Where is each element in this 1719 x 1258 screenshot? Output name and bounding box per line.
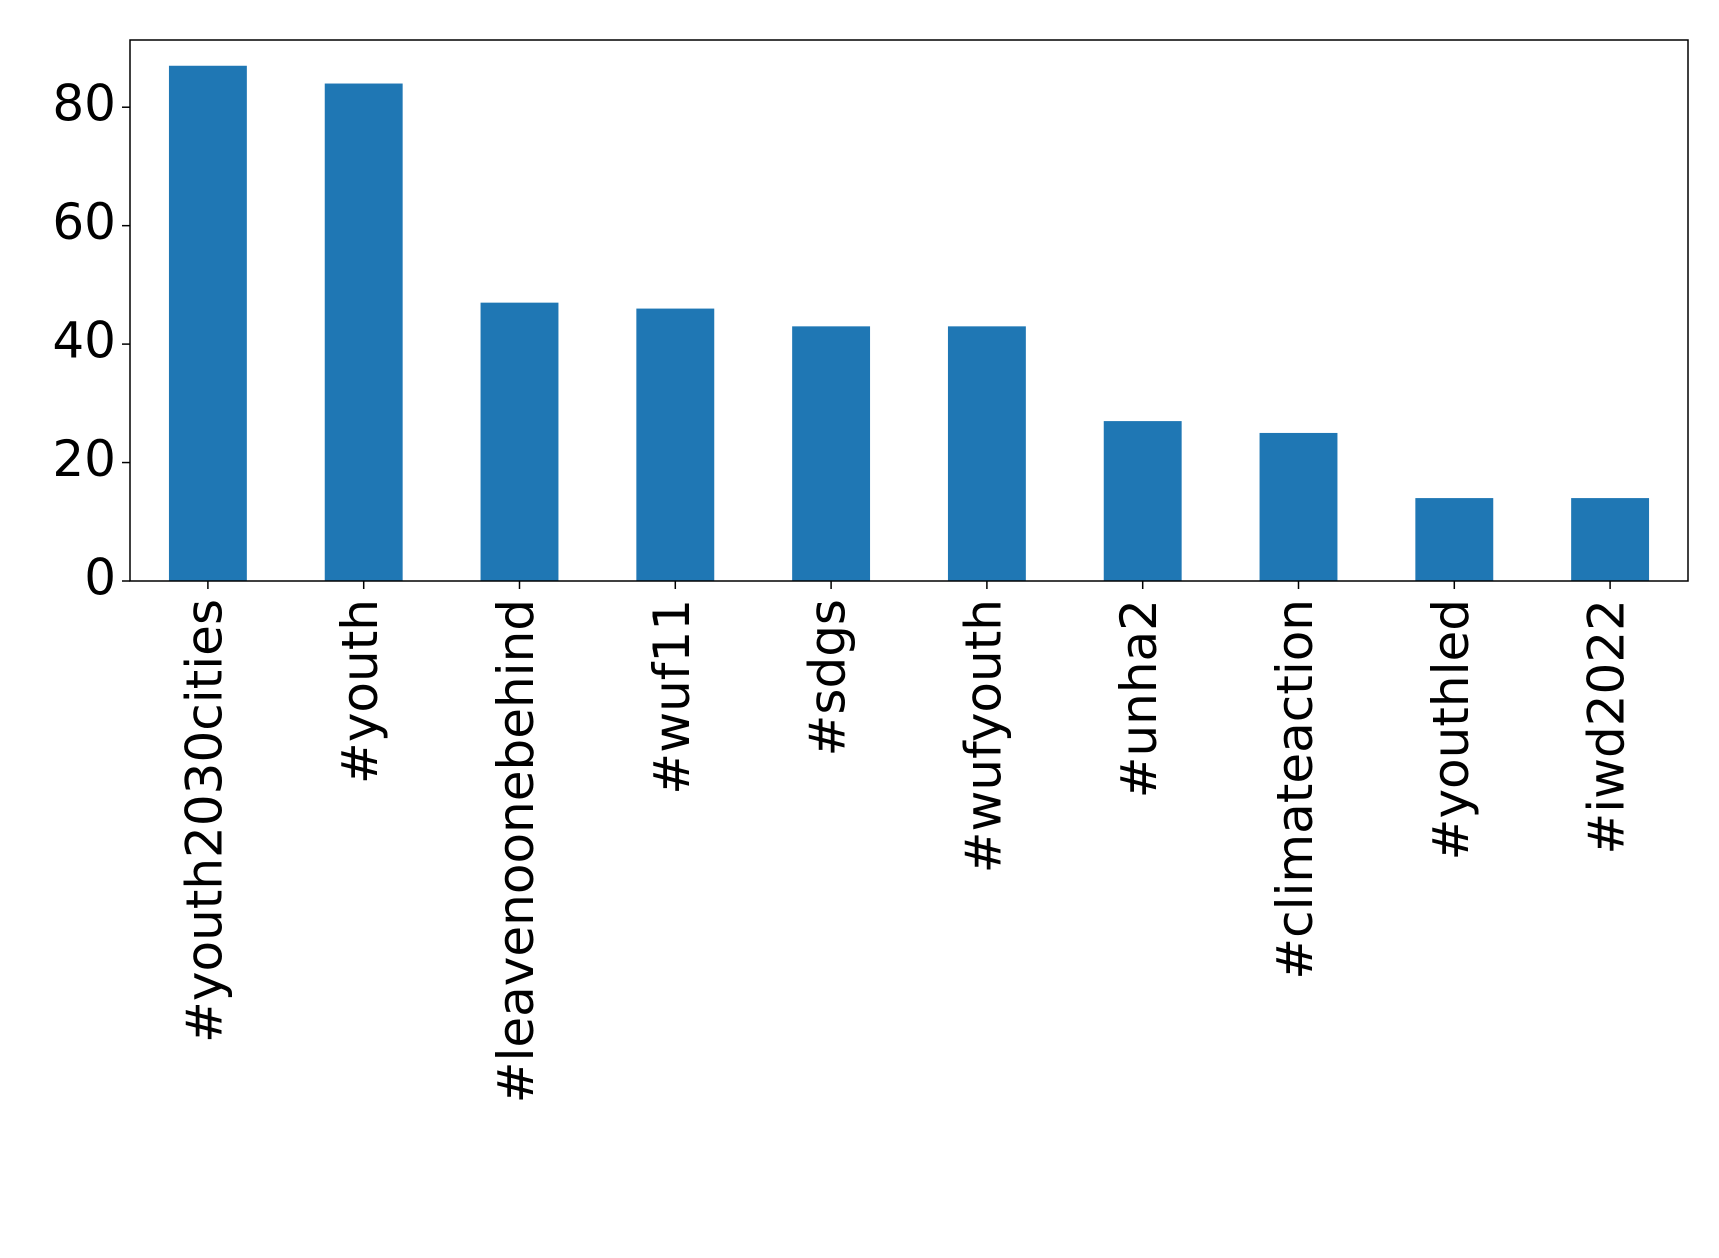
x-tick-label: #leavenoonebehind	[487, 599, 545, 1103]
y-tick-label: 60	[52, 193, 116, 251]
x-tick-label: #youth	[331, 599, 389, 784]
x-tick-label: #youthled	[1422, 599, 1480, 860]
bar	[1259, 432, 1338, 581]
x-tick-label: #youth2030cities	[175, 599, 233, 1043]
bar	[1571, 498, 1650, 581]
plot-frame	[129, 39, 1689, 582]
y-tick-label: 40	[52, 312, 116, 370]
x-tick-label: #iwd2022	[1578, 599, 1636, 855]
bar	[947, 326, 1026, 581]
bar	[324, 83, 403, 581]
x-tick-label: #wufyouth	[954, 599, 1012, 873]
x-tick-label: #wuf11	[643, 599, 701, 795]
y-tick-label: 80	[52, 75, 116, 133]
x-tick-label: #climateaction	[1266, 599, 1324, 980]
y-tick-label: 20	[52, 430, 116, 488]
x-tick-label: #sdgs	[799, 599, 857, 756]
bar	[1103, 421, 1182, 581]
bar	[792, 326, 871, 581]
y-tick-label: 0	[84, 549, 116, 607]
x-tick-label: #unha2	[1110, 599, 1168, 798]
bar	[636, 308, 715, 581]
bar	[480, 302, 559, 581]
bar	[1415, 498, 1494, 581]
bar	[168, 65, 247, 581]
